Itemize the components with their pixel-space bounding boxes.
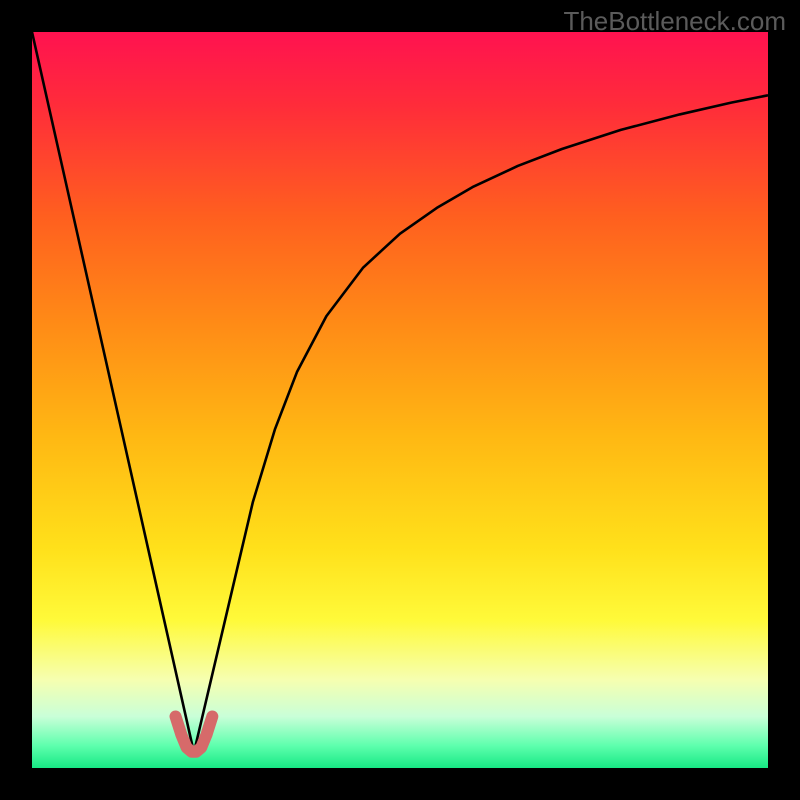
chart-svg xyxy=(32,32,768,768)
chart-container: TheBottleneck.com xyxy=(0,0,800,800)
plot-area xyxy=(32,32,768,768)
plot-background xyxy=(32,32,768,768)
